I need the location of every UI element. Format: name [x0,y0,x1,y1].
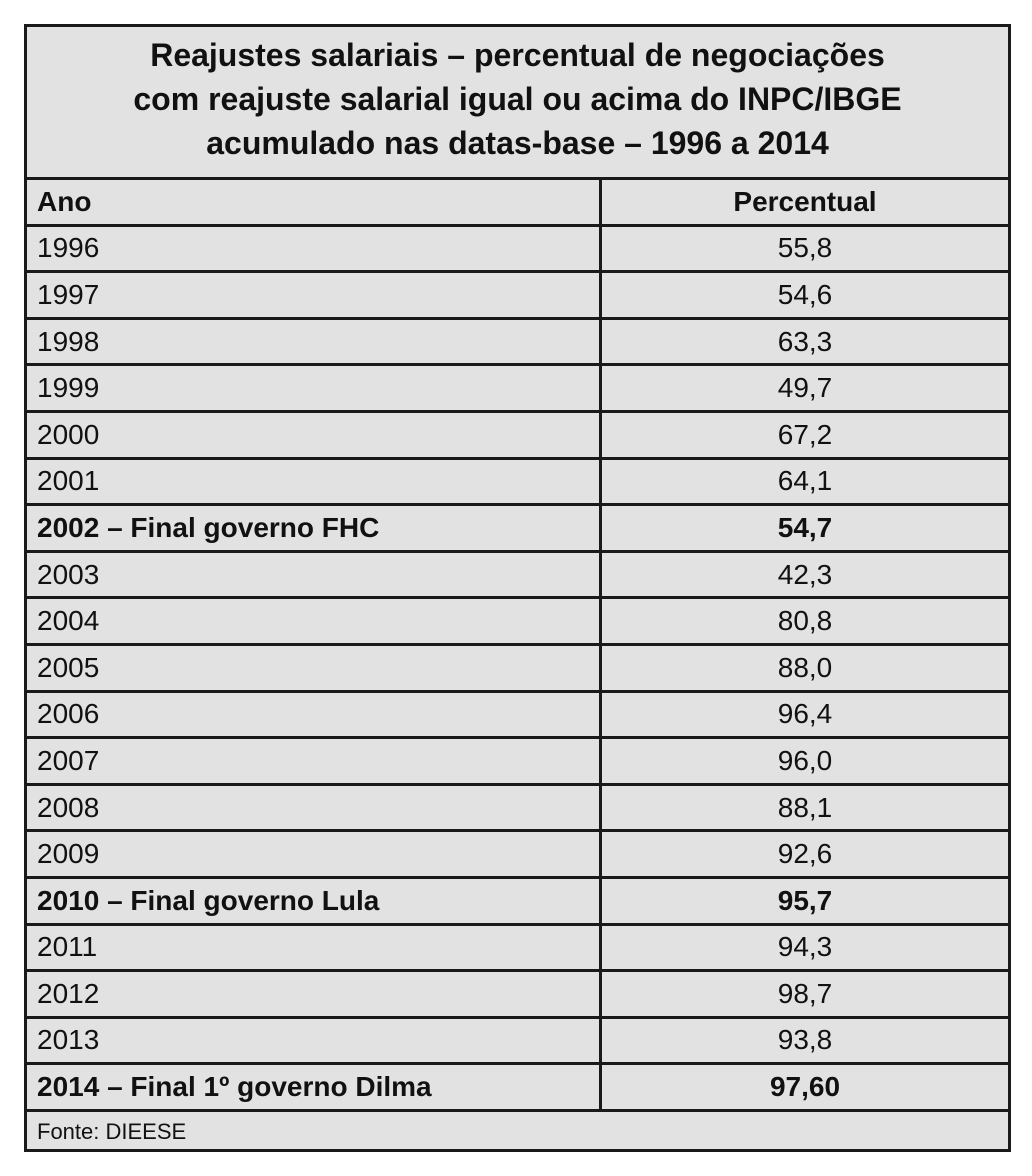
cell-percentual: 98,7 [777,977,833,1009]
cell-percentual: 42,3 [777,558,833,590]
table-row: 1999 49,7 [27,366,1008,413]
cell-percentual: 94,3 [777,931,833,963]
table-row: 2010 – Final governo Lula 95,7 [27,878,1008,926]
cell-percentual: 88,0 [777,651,833,683]
table-row: 2009 92,6 [27,832,1008,879]
table-row: 2004 80,8 [27,599,1008,646]
column-header-ano: Ano [27,180,602,224]
source-note: Fonte: DIEESE [37,1119,187,1144]
table-row: 1998 63,3 [27,319,1008,367]
cell-ano: 2010 – Final governo Lula [27,878,602,923]
table-row: 2006 96,4 [27,692,1008,740]
title-line: Reajustes salariais – percentual de nego… [150,37,885,73]
cell-ano: 2007 [27,739,602,783]
cell-percentual: 92,6 [777,838,833,870]
cell-percentual: 55,8 [777,232,833,264]
cell-ano: 1997 [27,273,602,317]
cell-ano: 2006 [27,692,602,737]
table-row: 2005 88,0 [27,645,1008,693]
cell-percentual: 67,2 [777,418,833,450]
cell-ano: 2000 [27,412,602,457]
table-row: 1996 55,8 [27,226,1008,274]
table-row: 2000 67,2 [27,412,1008,460]
cell-ano: 2004 [27,599,602,643]
cell-ano: 2014 – Final 1º governo Dilma [27,1065,602,1109]
cell-percentual: 49,7 [777,372,833,404]
cell-percentual: 88,1 [777,791,833,823]
cell-ano: 1999 [27,366,602,410]
table-frame: Reajustes salariais – percentual de nego… [24,24,1011,1152]
cell-ano: 2005 [27,645,602,690]
cell-percentual: 93,8 [777,1024,833,1056]
cell-ano: 2013 [27,1018,602,1063]
cell-ano: 2011 [27,925,602,970]
cell-percentual: 64,1 [777,465,833,497]
column-header-percentual: Percentual [733,185,877,217]
table-row: 1997 54,6 [27,273,1008,320]
table-row: 2001 64,1 [27,459,1008,507]
cell-percentual: 54,6 [777,278,833,310]
cell-ano: 2008 [27,785,602,830]
cell-ano: 2009 [27,832,602,876]
cell-ano: 2012 [27,972,602,1016]
cell-ano: 2001 [27,459,602,504]
cell-percentual: 95,7 [777,884,833,916]
table-header-row: Ano Percentual [27,180,1008,227]
cell-percentual: 96,4 [777,698,833,730]
cell-ano: 2003 [27,552,602,597]
table-row: 2012 98,7 [27,972,1008,1019]
cell-percentual: 80,8 [777,605,833,637]
table-row: 2011 94,3 [27,925,1008,973]
cell-ano: 1998 [27,319,602,364]
cell-percentual: 97,60 [769,1071,841,1103]
title-line: com reajuste salarial igual ou acima do … [133,81,902,117]
table-row: 2014 – Final 1º governo Dilma 97,60 [27,1065,1008,1112]
table-row: 2002 – Final governo FHC 54,7 [27,506,1008,553]
table-row: 2003 42,3 [27,552,1008,600]
cell-percentual: 54,7 [777,511,833,543]
cell-ano: 1996 [27,226,602,271]
data-table: Ano Percentual 1996 55,8 1997 54,6 1998 63,3 1… [27,180,1008,1112]
table-title: Reajustes salariais – percentual de nego… [27,27,1008,180]
table-row: 2007 96,0 [27,739,1008,786]
cell-percentual: 96,0 [777,744,833,776]
table-row: 2008 88,1 [27,785,1008,833]
title-line: acumulado nas datas-base – 1996 a 2014 [206,125,829,161]
cell-ano: 2002 – Final governo FHC [27,506,602,550]
table-row: 2013 93,8 [27,1018,1008,1066]
table-body: 1996 55,8 1997 54,6 1998 63,3 1999 49,7 2000 67,2… [27,226,1008,1112]
cell-percentual: 63,3 [777,325,833,357]
